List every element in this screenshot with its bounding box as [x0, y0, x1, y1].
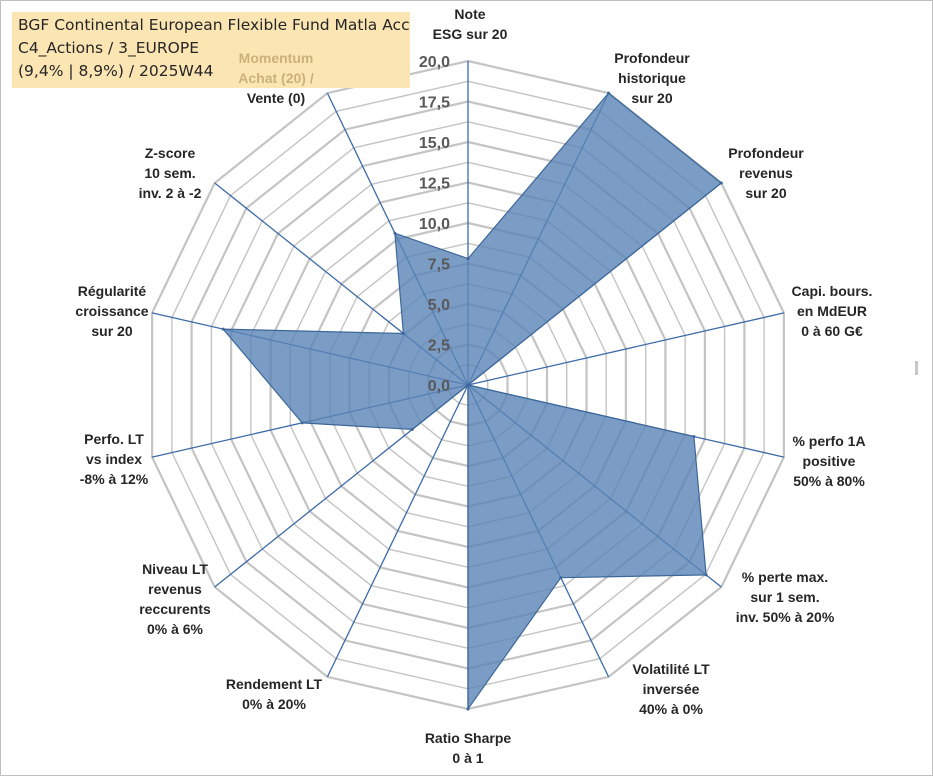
axis-spoke: [326, 384, 469, 678]
axis-label-line: % perte max.: [741, 569, 829, 585]
axis-label-line: ESG sur 20: [432, 26, 508, 42]
axis-label-line: sur 1 sem.: [750, 589, 820, 605]
axis-spoke: [467, 312, 785, 386]
radial-tick-label: 12,5: [419, 176, 450, 193]
axis-label-line: inversée: [642, 681, 700, 697]
chart-title-box: BGF Continental European Flexible Fund M…: [12, 12, 410, 88]
axis-label-line: inv. 2 à -2: [138, 185, 202, 201]
axis-label: Momentum Achat (20) / Vente (0): [238, 48, 313, 108]
axis-label-line: revenus: [739, 165, 793, 181]
axis-label: Ratio Sharpe 0 à 1: [425, 728, 511, 768]
radial-tick-label: 15,0: [419, 135, 450, 152]
data-point: [559, 576, 563, 580]
axis-label-line: 0 à 1: [452, 750, 484, 766]
axis-label-line: sur 20: [91, 323, 133, 339]
axis-label-line: Z-score: [144, 145, 196, 161]
data-point: [221, 327, 225, 331]
axis-label-line: positive: [802, 453, 856, 469]
radial-tick-label: 2,5: [428, 338, 450, 355]
chart-subtitle-category: C4_Actions / 3_EUROPE: [18, 39, 199, 57]
axis-label: Z-score 10 sem. inv. 2 à -2: [139, 143, 202, 203]
axis-label: Profondeur historique sur 20: [614, 48, 689, 108]
axis-label-line: Momentum: [238, 50, 314, 66]
axis-label-line: sur 20: [631, 90, 673, 106]
axis-label-line: % perfo 1A: [792, 433, 866, 449]
axis-label-line: Régularité: [77, 283, 147, 299]
axis-label: Niveau LT revenus reccurents 0% à 6%: [139, 559, 211, 639]
data-point: [410, 427, 414, 431]
axis-label-line: sur 20: [745, 185, 787, 201]
axis-label: Volatilité LT inversée 40% à 0%: [632, 659, 709, 719]
axis-label-line: Rendement LT: [225, 676, 323, 692]
radial-tick-label: 20,0: [419, 54, 450, 71]
axis-label-line: reccurents: [139, 601, 211, 617]
chart-subtitle-stats: (9,4% | 8,9%) / 2025W44: [18, 62, 214, 80]
axis-label-line: Niveau LT: [142, 561, 208, 577]
axis-label-line: Capi. bours.: [791, 283, 873, 299]
axis-label: % perte max. sur 1 sem. inv. 50% à 20%: [736, 567, 835, 627]
axis-label: Capi. bours. en MdEUR 0 à 60 G€: [792, 281, 873, 341]
data-point: [719, 181, 723, 185]
radial-tick-label: 10,0: [419, 216, 450, 233]
axis-label: Régularité croissance sur 20: [75, 281, 148, 341]
axis-label-line: croissance: [75, 303, 149, 319]
axis-label-line: vs index: [85, 451, 143, 467]
axis-label: Profondeur revenus sur 20: [728, 143, 803, 203]
axis-label: Perfo. LT vs index -8% à 12%: [80, 429, 148, 489]
axis-label-line: 0 à 60 G€: [801, 323, 863, 339]
axis-label-line: Achat (20) /: [238, 70, 314, 86]
axis-label-line: -8% à 12%: [79, 471, 149, 487]
data-point: [466, 707, 470, 711]
axis-label: Rendement LT 0% à 20%: [226, 674, 322, 714]
data-point: [466, 257, 470, 261]
data-point: [692, 435, 696, 438]
data-point: [607, 91, 611, 95]
axis-label-line: 0% à 20%: [242, 696, 306, 712]
axis-label-line: Perfo. LT: [84, 431, 144, 447]
axis-label-line: historique: [618, 70, 686, 86]
data-series-area: [221, 92, 723, 711]
axis-label-line: 10 sem.: [144, 165, 196, 181]
axis-label-line: 50% à 80%: [793, 473, 865, 489]
axis-label-line: Vente (0): [246, 90, 306, 106]
axis-label-line: Profondeur: [728, 145, 804, 161]
axis-label-line: en MdEUR: [797, 303, 867, 319]
axis-label-line: Volatilité LT: [632, 661, 710, 677]
axis-label-line: revenus: [148, 581, 202, 597]
radial-tick-label: 5,0: [428, 297, 450, 314]
chart-title: BGF Continental European Flexible Fund M…: [18, 16, 410, 34]
radial-tick-label: 7,5: [428, 257, 450, 274]
data-point: [401, 332, 405, 335]
axis-label-line: Ratio Sharpe: [424, 730, 512, 746]
data-point: [466, 383, 470, 387]
radial-tick-label: 0,0: [428, 378, 450, 395]
data-point: [704, 573, 708, 577]
scrollbar-thumb[interactable]: [915, 361, 918, 375]
data-point: [393, 231, 397, 235]
axis-label-line: Profondeur: [614, 50, 690, 66]
axis-label-line: 40% à 0%: [639, 701, 703, 717]
axis-label-line: 0% à 6%: [146, 621, 204, 637]
axis-label: Note ESG sur 20: [433, 4, 508, 44]
data-point: [300, 421, 304, 425]
radial-tick-label: 17,5: [419, 95, 450, 112]
axis-label-line: inv. 50% à 20%: [735, 609, 835, 625]
axis-label-line: Note: [454, 6, 486, 22]
axis-label: % perfo 1A positive 50% à 80%: [792, 431, 865, 491]
